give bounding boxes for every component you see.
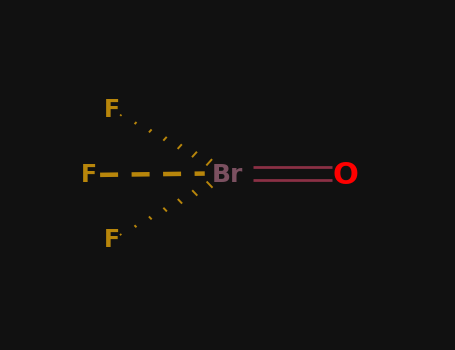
Text: F: F [81,163,97,187]
Text: Br: Br [212,163,243,187]
Text: O: O [333,161,359,189]
Text: F: F [103,228,120,252]
Text: F: F [103,98,120,122]
